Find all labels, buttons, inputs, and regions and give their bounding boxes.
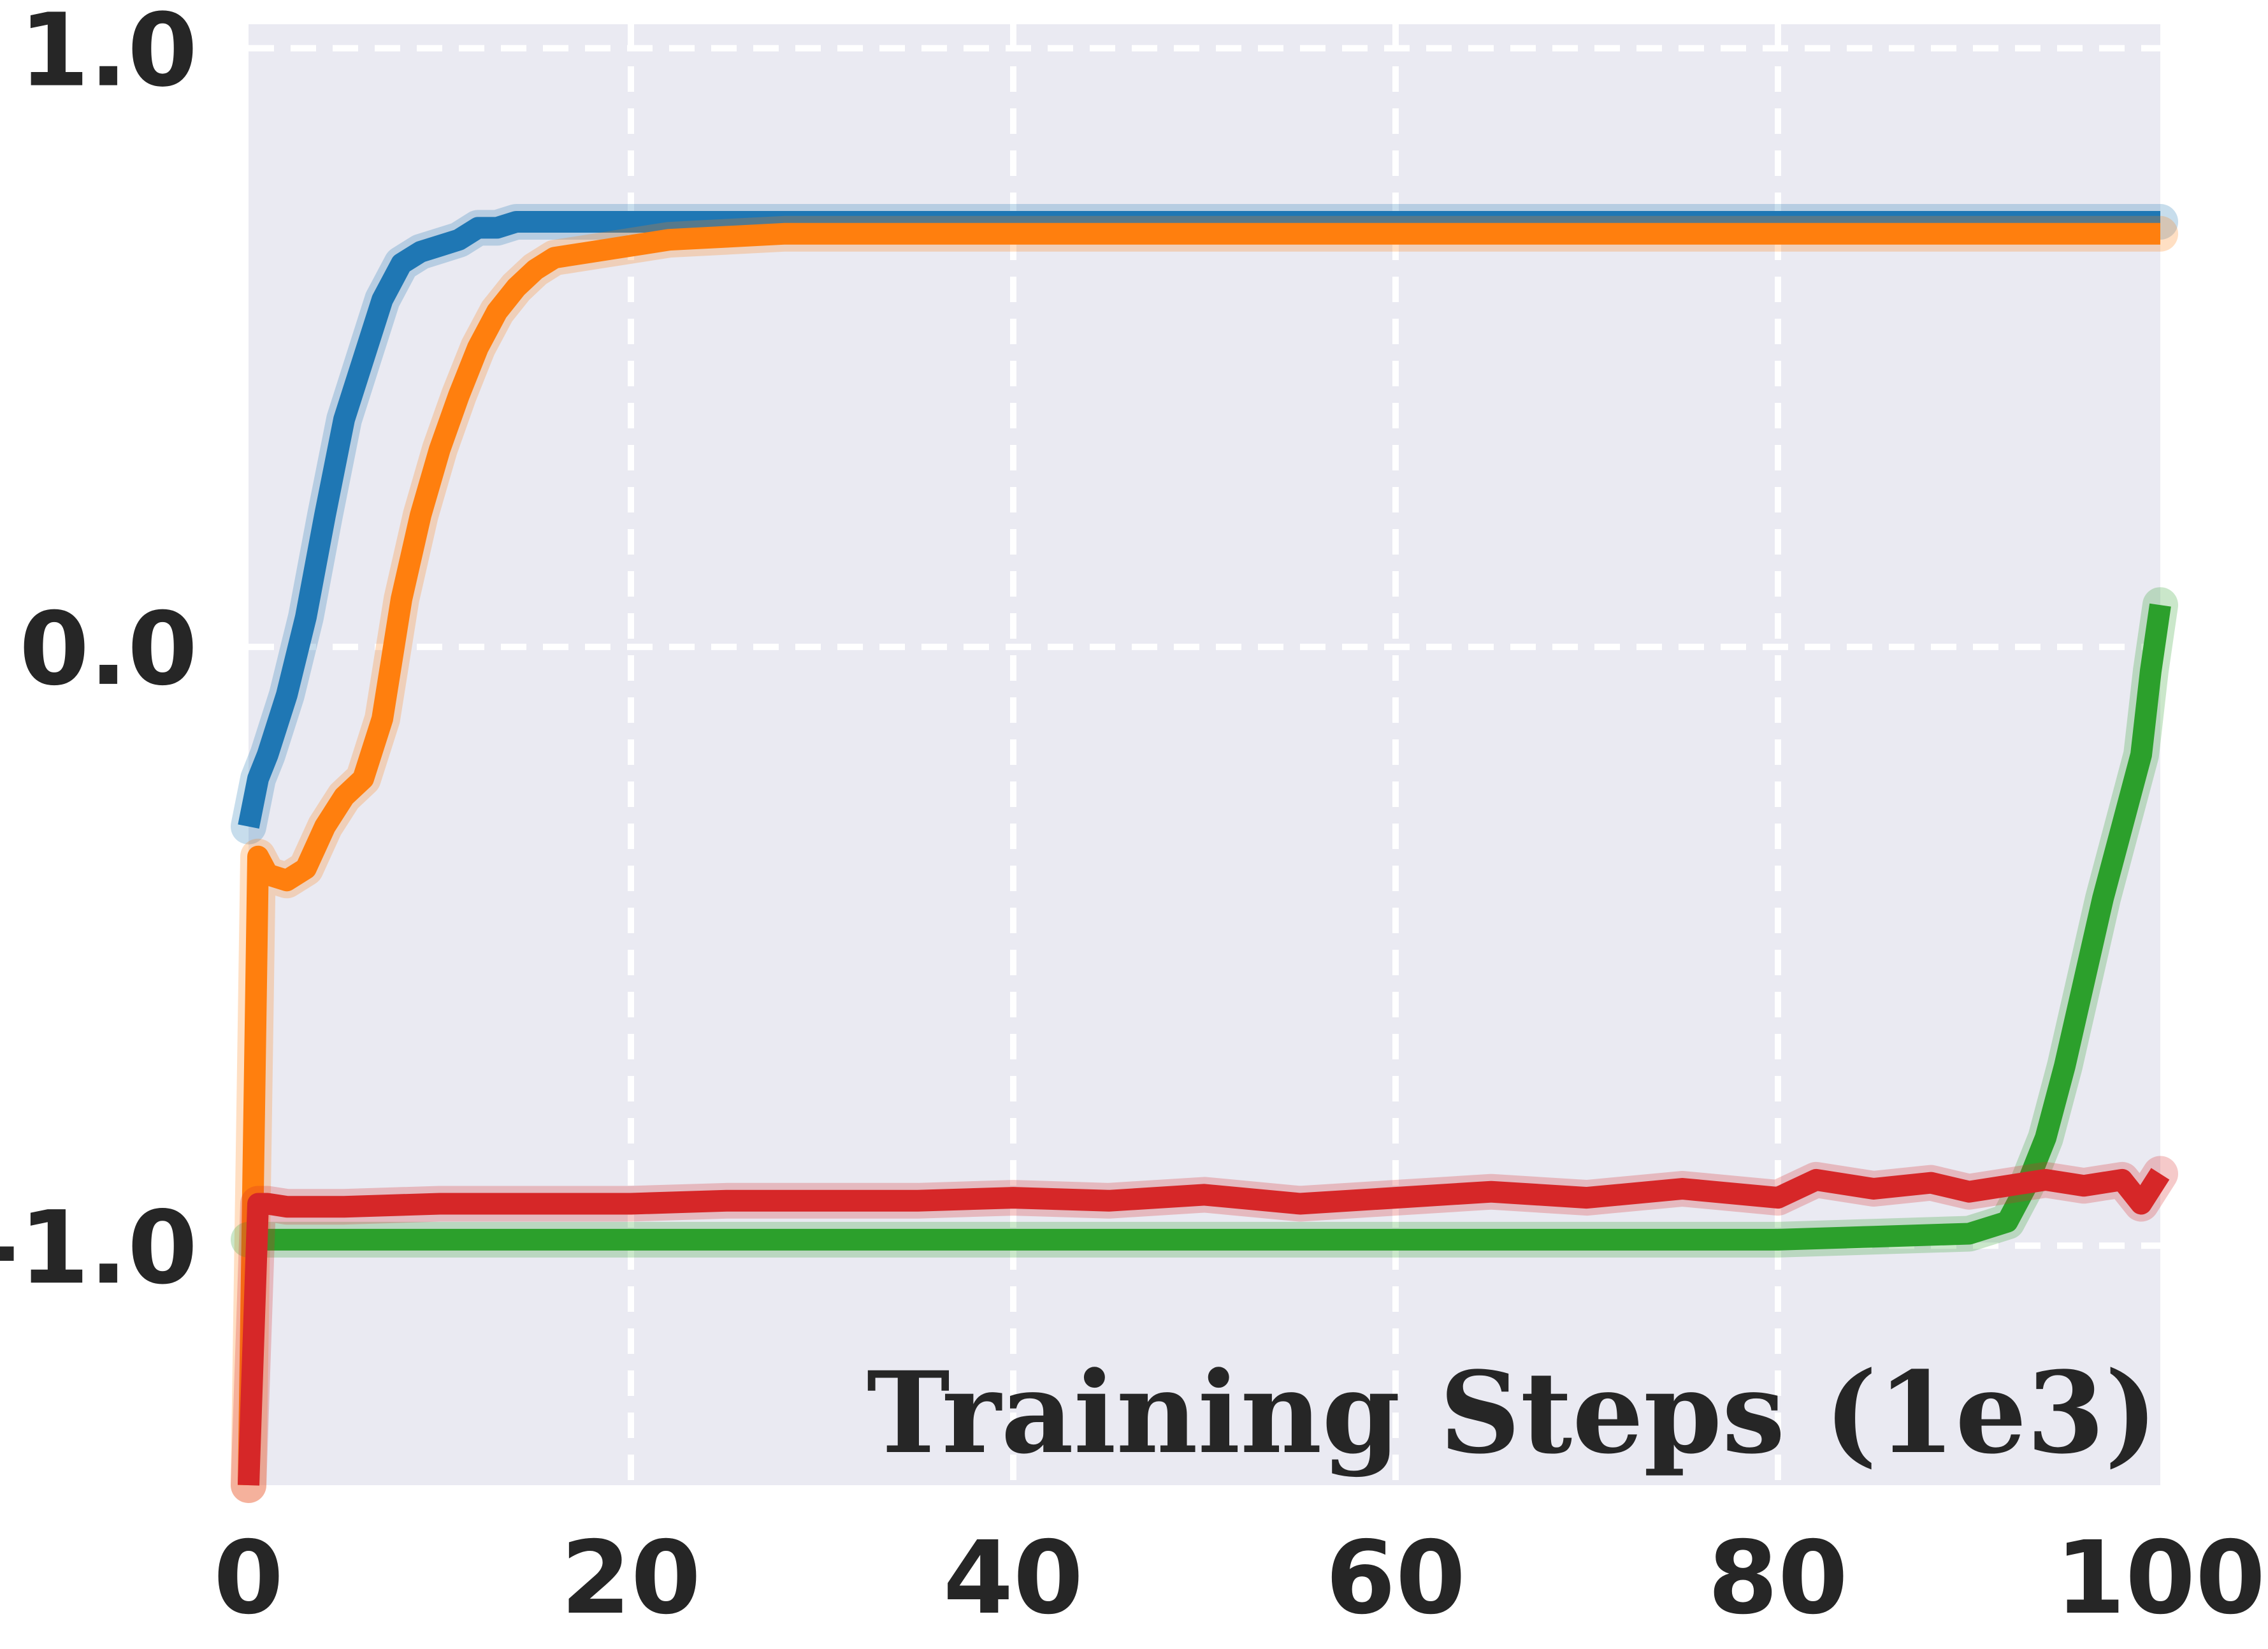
x-tick-label-0: 0	[213, 1520, 284, 1637]
x-tick-label-2: 40	[943, 1520, 1083, 1637]
y-axis-tick-labels: 1.0 0.0 -1.0	[0, 0, 198, 1307]
series-3-line	[238, 1168, 2170, 1486]
x-tick-label-3: 60	[1325, 1520, 1466, 1637]
x-tick-label-5: 100	[2055, 1520, 2265, 1637]
series-1-line	[238, 222, 2160, 1486]
series-lines	[231, 204, 2178, 1503]
y-tick-label-1: 0.0	[19, 591, 198, 708]
x-tick-label-1: 20	[561, 1520, 701, 1637]
y-tick-label-2: -1.0	[0, 1189, 198, 1307]
y-tick-label-0: 1.0	[19, 0, 198, 110]
series-0-line	[238, 211, 2160, 829]
x-tick-label-4: 80	[1708, 1520, 1848, 1637]
x-axis-tick-labels: 0 20 40 60 80 100	[213, 1520, 2265, 1637]
x-axis-title: Training Steps (1e3)	[867, 1347, 2158, 1479]
series-2-line	[249, 603, 2171, 1251]
